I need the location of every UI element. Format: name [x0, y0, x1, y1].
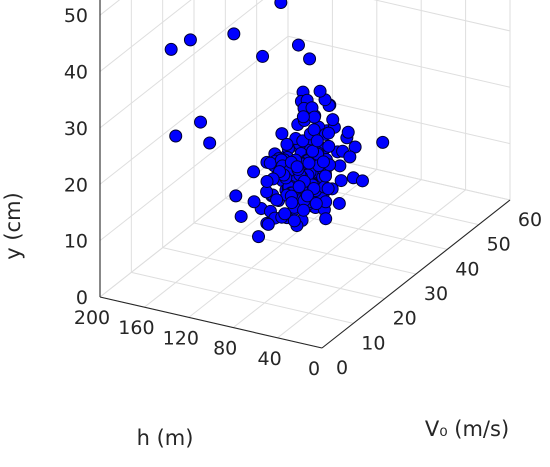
data-point: [203, 136, 217, 150]
data-point: [376, 135, 390, 149]
data-point: [263, 156, 277, 170]
x-tick-label: 160: [118, 317, 154, 339]
data-point: [303, 52, 317, 66]
x-axis-label: h (m): [137, 426, 194, 450]
z-tick-label: 50: [64, 5, 88, 27]
x-axis-line: [99, 296, 323, 349]
data-point: [229, 189, 243, 203]
gridline: [99, 0, 192, 72]
data-point: [274, 0, 288, 10]
z-tick-label: 30: [64, 118, 88, 140]
x-tick-label: 40: [258, 348, 282, 370]
data-point: [256, 49, 270, 63]
y-axis-line: [321, 199, 511, 349]
data-point: [313, 84, 327, 98]
y-tick-label: 40: [455, 258, 479, 280]
data-point: [291, 38, 305, 52]
y-tick-label: 0: [336, 357, 348, 379]
data-point: [348, 140, 362, 154]
gridline: [162, 247, 385, 300]
y-axis-label: V₀ (m/s): [425, 417, 509, 441]
gridline: [99, 0, 264, 129]
z-tick-label: 20: [64, 174, 88, 196]
data-point: [297, 203, 311, 217]
gridline: [99, 35, 289, 185]
data-point: [270, 193, 284, 207]
y-tick-label: 20: [393, 308, 417, 330]
gridline: [287, 35, 511, 88]
data-point: [183, 33, 197, 47]
z-tick-label: 0: [76, 287, 88, 309]
data-point: [290, 160, 304, 174]
data-point: [227, 27, 241, 41]
data-point: [322, 126, 336, 140]
y-tick-label: 60: [518, 209, 542, 231]
data-point: [247, 165, 261, 179]
data-point: [280, 137, 294, 151]
data-point: [302, 156, 316, 170]
data-point: [307, 123, 321, 137]
data-point: [332, 196, 346, 210]
data-point: [194, 115, 208, 129]
data-points: [164, 0, 390, 244]
data-point: [247, 195, 261, 209]
data-point: [309, 197, 323, 211]
data-point: [287, 214, 301, 228]
data-point: [334, 174, 348, 188]
x-tick-label: 0: [308, 358, 320, 380]
x-tick-label: 120: [163, 327, 199, 349]
z-tick-label: 40: [64, 62, 88, 84]
data-point: [169, 129, 183, 143]
data-point: [164, 42, 178, 56]
x-tick-label: 200: [74, 307, 110, 329]
axes-frame: [99, 0, 511, 349]
data-point: [355, 174, 369, 188]
x-tick-label: 80: [213, 338, 237, 360]
data-point: [285, 196, 299, 210]
data-point: [300, 189, 314, 203]
y-tick-label: 50: [487, 234, 511, 256]
data-point: [278, 207, 292, 221]
data-point: [252, 230, 266, 244]
data-point: [310, 134, 324, 148]
data-point: [234, 209, 248, 223]
data-point: [321, 182, 335, 196]
data-point: [260, 174, 274, 188]
data-point: [275, 127, 289, 141]
gridline: [373, 0, 511, 32]
data-point: [319, 212, 333, 226]
data-point: [261, 217, 275, 231]
z-tick-label: 10: [64, 231, 88, 253]
data-point: [341, 125, 355, 139]
gridline: [99, 92, 289, 242]
data-point: [292, 180, 306, 194]
data-point: [307, 110, 321, 124]
data-point: [326, 113, 340, 127]
y-tick-label: 30: [424, 283, 448, 305]
data-point: [322, 139, 336, 153]
y-tick-label: 10: [361, 332, 385, 354]
data-point: [343, 150, 357, 164]
gridline: [131, 271, 354, 324]
data-point: [296, 110, 310, 124]
gridline: [193, 222, 417, 275]
data-point: [319, 169, 332, 183]
z-axis-label: y (cm): [1, 192, 25, 260]
data-point: [316, 155, 330, 169]
